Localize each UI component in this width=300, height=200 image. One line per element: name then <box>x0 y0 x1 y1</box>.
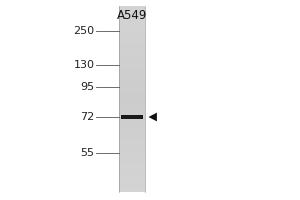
Bar <box>119 164 145 167</box>
Bar <box>119 62 145 65</box>
Bar <box>119 105 145 108</box>
Bar <box>119 124 145 127</box>
Bar <box>119 145 145 149</box>
Bar <box>119 186 145 189</box>
Bar <box>119 170 145 173</box>
Bar <box>119 46 145 49</box>
Bar <box>119 74 145 77</box>
Bar <box>119 182 145 186</box>
Bar <box>119 37 145 40</box>
Bar <box>119 9 145 12</box>
Bar <box>119 18 145 21</box>
Bar <box>119 130 145 133</box>
Bar <box>119 59 145 62</box>
Text: 95: 95 <box>80 82 94 92</box>
Bar <box>119 155 145 158</box>
Bar <box>119 55 145 59</box>
Bar <box>119 142 145 146</box>
Bar <box>119 6 145 9</box>
Bar <box>119 189 145 192</box>
Bar <box>119 12 145 15</box>
Bar <box>119 96 145 99</box>
Bar <box>119 15 145 18</box>
Bar <box>119 127 145 130</box>
Bar <box>119 49 145 52</box>
Text: 250: 250 <box>74 26 94 36</box>
Bar <box>119 114 145 118</box>
Bar <box>119 90 145 93</box>
Text: 72: 72 <box>80 112 94 122</box>
Bar <box>119 99 145 102</box>
Polygon shape <box>148 113 157 121</box>
Bar <box>119 21 145 25</box>
Bar <box>119 102 145 105</box>
Bar <box>119 152 145 155</box>
Bar <box>119 136 145 139</box>
Bar <box>119 108 145 111</box>
Bar <box>119 52 145 56</box>
Bar <box>119 148 145 152</box>
Bar <box>119 179 145 183</box>
Bar <box>119 40 145 43</box>
Bar <box>119 167 145 170</box>
Text: 130: 130 <box>74 60 94 70</box>
Bar <box>119 71 145 74</box>
Text: A549: A549 <box>117 9 147 22</box>
Bar <box>119 93 145 96</box>
Bar <box>119 139 145 142</box>
Bar <box>119 120 145 124</box>
Bar <box>119 133 145 136</box>
Bar <box>119 111 145 114</box>
Bar <box>119 65 145 68</box>
Text: 55: 55 <box>80 148 94 158</box>
Bar <box>119 68 145 71</box>
Bar <box>119 43 145 46</box>
Bar <box>119 161 145 164</box>
Bar <box>121 115 143 119</box>
Bar <box>119 28 145 31</box>
Bar <box>119 31 145 34</box>
Bar <box>119 34 145 37</box>
Bar <box>119 176 145 180</box>
Bar <box>119 83 145 87</box>
Bar <box>119 77 145 80</box>
Bar <box>119 86 145 90</box>
Bar <box>119 117 145 121</box>
Bar <box>119 80 145 84</box>
Bar <box>119 24 145 28</box>
Bar <box>119 173 145 176</box>
Bar <box>119 158 145 161</box>
